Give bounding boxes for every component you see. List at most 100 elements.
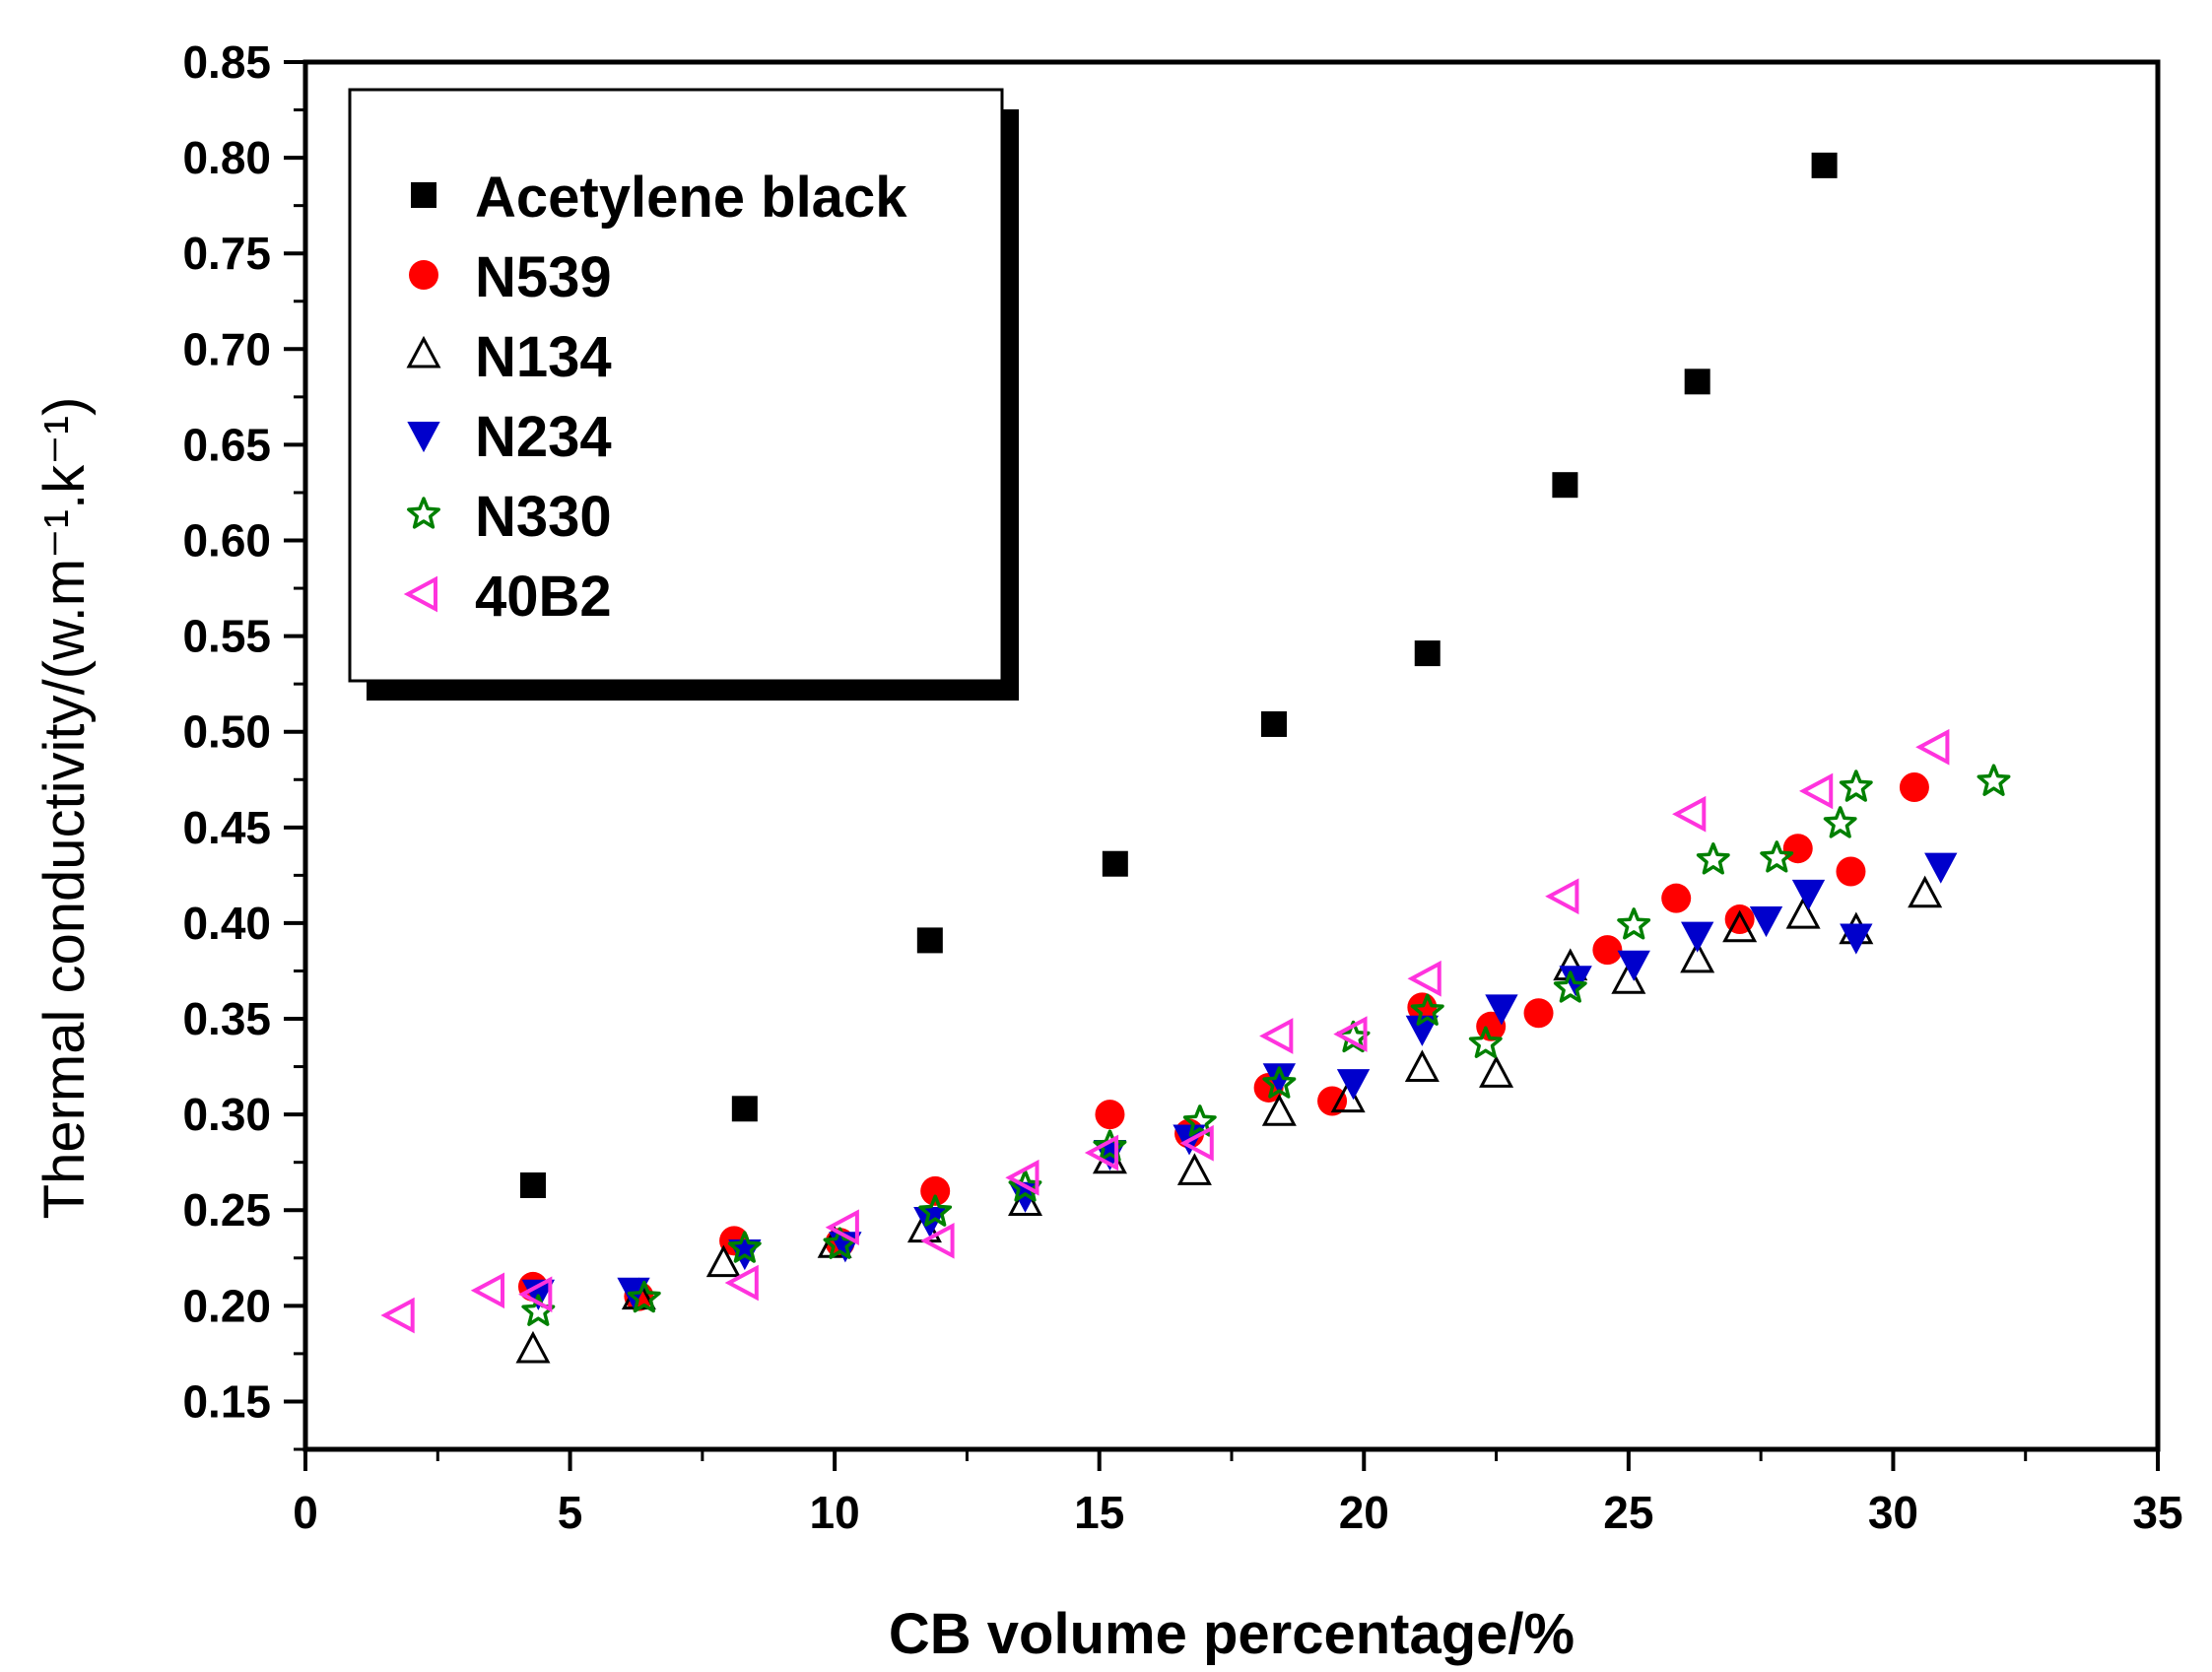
y-tick-label: 0.30: [182, 1089, 271, 1140]
y-tick-label: 0.85: [182, 36, 271, 88]
legend-label: 40B2: [475, 565, 612, 629]
legend-label: N234: [475, 405, 612, 469]
legend-label: N539: [475, 245, 612, 309]
data-point: [1899, 772, 1929, 803]
data-point: [724, 1264, 759, 1302]
data-point: [1405, 1015, 1440, 1046]
data-point: [1260, 710, 1287, 737]
plot-frame: [302, 59, 2161, 1452]
data-point: [825, 1209, 859, 1246]
x-tick-label: 0: [293, 1487, 318, 1538]
data-point: [519, 1171, 546, 1198]
y-tick-label: 0.25: [182, 1184, 271, 1236]
x-tick-labels: 0 5 10 15 20 25 30 35: [293, 1487, 2182, 1538]
legend-label: N134: [475, 325, 612, 389]
data-point: [1749, 906, 1783, 938]
data-point: [1404, 1049, 1440, 1083]
data-point: [1611, 962, 1646, 994]
y-tick-label: 0.80: [182, 132, 271, 183]
y-tick-label: 0.50: [182, 706, 271, 758]
data-point: [1485, 994, 1518, 1026]
data-point: [1680, 940, 1715, 973]
y-tick-label: 0.65: [182, 419, 271, 470]
legend-marker: [411, 182, 436, 208]
y-tick-label: 0.60: [182, 515, 271, 567]
legend-marker: [406, 335, 441, 368]
series-n330: [521, 764, 2011, 1326]
y-tick-labels: 0.15 0.20 0.25 0.30 0.35 0.40 0.45 0.50 0.55 0.60…: [182, 36, 271, 1427]
data-point: [1661, 883, 1692, 913]
data-point: [1333, 1016, 1368, 1052]
data-point: [1410, 993, 1444, 1026]
data-point: [1259, 1018, 1294, 1054]
series-40b2: [380, 728, 1950, 1334]
y-tick-label: 0.55: [182, 611, 271, 662]
data-points: [380, 152, 2011, 1364]
data-point: [1093, 1129, 1127, 1162]
data-point: [1836, 856, 1866, 887]
data-point: [1839, 769, 1873, 802]
data-point: [1407, 960, 1441, 997]
data-point: [1179, 1124, 1214, 1162]
data-point: [1468, 1026, 1503, 1058]
data-point: [920, 1175, 951, 1206]
data-point: [1592, 935, 1623, 966]
x-tick-label: 5: [558, 1487, 583, 1538]
x-tick-label: 10: [810, 1487, 860, 1538]
data-point: [1414, 640, 1441, 667]
data-point: [1785, 896, 1821, 929]
x-tick-label: 20: [1339, 1487, 1389, 1538]
legend-marker: [403, 575, 437, 613]
data-point: [1102, 850, 1128, 877]
data-point: [1681, 921, 1714, 953]
series-n134: [515, 875, 1943, 1364]
data-point: [727, 1231, 762, 1263]
data-point: [1479, 1055, 1514, 1088]
data-point: [1722, 909, 1758, 943]
data-point: [380, 1297, 415, 1334]
data-point: [1977, 764, 2011, 796]
legend-marker: [407, 422, 440, 453]
data-point: [1760, 840, 1794, 873]
y-tick-label: 0.45: [182, 802, 271, 853]
data-point: [1176, 1153, 1212, 1185]
x-axis-title: CB volume percentage/%: [889, 1602, 1575, 1666]
data-point: [1798, 772, 1834, 810]
data-point: [1084, 1134, 1119, 1171]
data-point: [1908, 875, 1943, 908]
y-tick-label: 0.35: [182, 993, 271, 1044]
y-tick-label: 0.20: [182, 1280, 271, 1331]
legend-marker: [407, 497, 440, 529]
data-point: [1182, 1104, 1217, 1137]
data-point: [1330, 1080, 1366, 1113]
data-point: [920, 1222, 955, 1259]
y-tick-label: 0.40: [182, 898, 271, 949]
legend-marker: [409, 260, 438, 290]
y-tick-label: 0.70: [182, 323, 271, 374]
data-point: [731, 1096, 758, 1122]
x-tick-label: 25: [1603, 1487, 1653, 1538]
x-tick-label: 30: [1868, 1487, 1918, 1538]
y-axis-title: Thermal conductivity/(w.m⁻¹.k⁻¹): [33, 397, 97, 1220]
data-point: [1262, 1066, 1297, 1099]
data-point: [627, 1280, 661, 1313]
data-point: [1791, 879, 1826, 910]
y-tick-label: 0.75: [182, 228, 271, 279]
data-point: [1924, 852, 1958, 884]
data-point: [1840, 923, 1873, 955]
data-point: [916, 927, 943, 954]
data-point: [1095, 1100, 1125, 1130]
legend-label: N330: [475, 485, 612, 549]
legend-box: [348, 88, 1004, 683]
legend-label: Acetylene black: [475, 166, 907, 230]
legend: Acetylene black N539 N134 N234 N330 40B2: [348, 88, 1019, 701]
data-point: [1317, 1086, 1348, 1116]
data-point: [1811, 152, 1838, 178]
x-tick-label: 15: [1074, 1487, 1124, 1538]
series-acetylene-black: [519, 152, 1838, 1198]
data-point: [470, 1272, 504, 1309]
data-point: [1915, 728, 1950, 766]
data-point: [1823, 806, 1857, 838]
data-point: [1261, 1094, 1297, 1126]
